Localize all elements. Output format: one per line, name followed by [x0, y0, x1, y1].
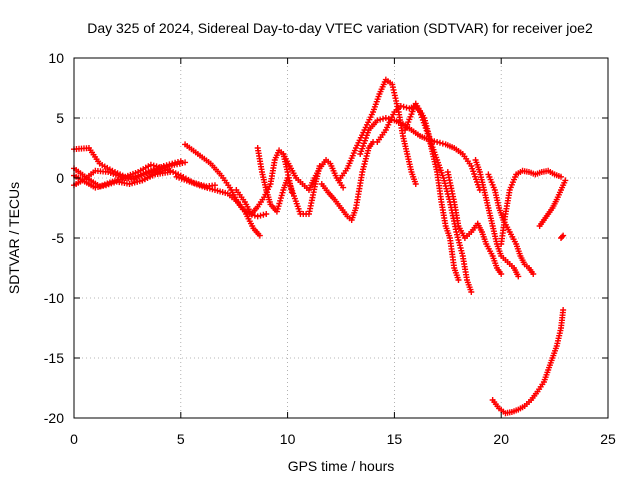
- data-series-arc-13: [357, 115, 483, 193]
- data-point: [182, 159, 189, 166]
- data-series-arc-11: [318, 139, 377, 223]
- data-series-arc-15: [402, 100, 475, 295]
- data-point: [515, 273, 522, 280]
- data-point: [412, 181, 419, 187]
- data-point: [434, 139, 441, 145]
- data-point: [397, 103, 404, 109]
- data-series-arc-22: [489, 307, 567, 417]
- data-point: [380, 115, 387, 122]
- data-point: [273, 208, 280, 215]
- data-series-arc-21: [558, 232, 567, 241]
- data-series-arc-20: [536, 177, 569, 229]
- data-series-arc-16: [444, 169, 505, 277]
- x-tick-label: 15: [387, 431, 403, 447]
- y-tick-label: -20: [44, 410, 64, 426]
- data-point: [277, 195, 284, 202]
- data-point: [439, 140, 446, 147]
- data-series-arc-17: [472, 157, 522, 280]
- data-layer: [71, 76, 569, 417]
- data-point: [400, 103, 407, 110]
- data-point: [530, 271, 537, 277]
- data-point: [256, 232, 263, 239]
- data-point: [562, 177, 569, 184]
- data-series-arc-18: [485, 171, 537, 277]
- y-axis-label: SDTVAR / TECUs: [6, 182, 22, 294]
- x-tick-label: 25: [600, 431, 616, 447]
- x-tick-label: 10: [280, 431, 296, 447]
- grid-layer: [74, 58, 608, 418]
- y-tick-label: -10: [44, 290, 64, 306]
- data-point: [377, 116, 384, 123]
- y-tick-label: 0: [56, 170, 64, 186]
- data-point: [560, 307, 567, 313]
- tick-layer: 0 5 10 15 20 25 -20 -15 -10 -5 0 5 10: [44, 50, 616, 447]
- x-tick-label: 20: [493, 431, 509, 447]
- data-series-arc-7: [182, 141, 270, 220]
- y-tick-label: 5: [56, 110, 64, 126]
- data-point: [147, 161, 154, 168]
- data-point: [455, 277, 462, 283]
- data-point: [498, 271, 505, 277]
- data-point: [559, 233, 566, 240]
- x-tick-label: 0: [70, 431, 78, 447]
- data-point: [254, 213, 261, 220]
- y-tick-label: -5: [52, 230, 65, 246]
- data-point: [558, 173, 565, 180]
- data-point: [468, 289, 475, 295]
- data-series-arc-12: [335, 76, 419, 187]
- x-axis-label: GPS time / hours: [288, 458, 395, 474]
- y-tick-label: -15: [44, 350, 64, 366]
- data-point: [251, 212, 258, 219]
- y-tick-label: 10: [48, 50, 64, 66]
- data-point: [340, 184, 347, 191]
- chart-title: Day 325 of 2024, Sidereal Day-to-day VTE…: [87, 20, 593, 36]
- data-point: [382, 115, 389, 121]
- x-tick-label: 5: [177, 431, 185, 447]
- data-point: [260, 211, 267, 218]
- data-point: [560, 232, 567, 239]
- data-point: [263, 211, 270, 217]
- data-point: [436, 139, 443, 146]
- data-point: [257, 212, 264, 219]
- data-series-arc-19: [498, 167, 565, 247]
- data-point: [374, 117, 381, 124]
